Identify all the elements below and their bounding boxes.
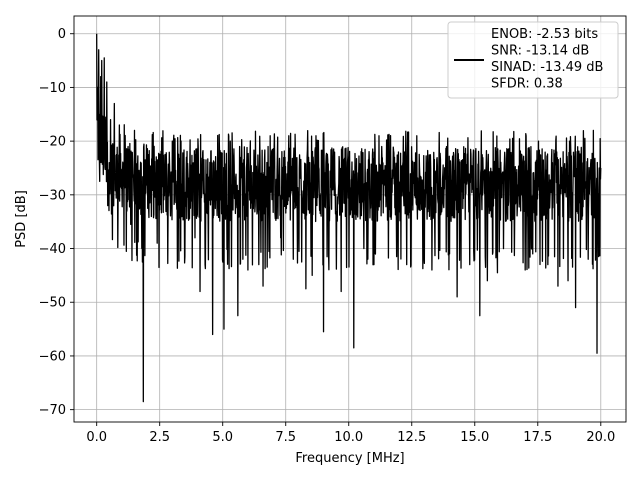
legend-box bbox=[447, 21, 619, 99]
legend-label-line: ENOB: -2.53 bits bbox=[491, 27, 598, 42]
x-tick-label: 2.5 bbox=[149, 430, 170, 445]
x-axis-label: Frequency [MHz] bbox=[295, 451, 404, 466]
y-tick-label: 0 bbox=[58, 27, 66, 42]
x-tick-label: 7.5 bbox=[275, 430, 296, 445]
y-tick-label: −10 bbox=[39, 81, 66, 96]
y-tick-label: −60 bbox=[39, 349, 66, 364]
legend-label-line: SINAD: -13.49 dB bbox=[491, 60, 603, 75]
y-tick-label: −40 bbox=[39, 242, 66, 257]
x-tick-label: 0.0 bbox=[86, 430, 107, 445]
y-axis: 0 −10 −20 −30 −40 −50 −60 −70 bbox=[39, 27, 74, 418]
plot-frame bbox=[73, 15, 627, 423]
x-axis: 0.0 2.5 5.0 7.5 10.0 12.5 15.0 17.5 20.0 bbox=[86, 422, 615, 445]
y-tick-label: −30 bbox=[39, 188, 66, 203]
y-tick-label: −50 bbox=[39, 296, 66, 311]
y-tick-label: −70 bbox=[39, 403, 66, 418]
y-axis-label: PSD [dB] bbox=[14, 190, 29, 248]
x-tick-label: 15.0 bbox=[460, 430, 489, 445]
y-tick-label: −20 bbox=[39, 135, 66, 150]
x-tick-label: 10.0 bbox=[334, 430, 363, 445]
psd-series-line bbox=[96, 33, 602, 403]
x-tick-label: 5.0 bbox=[212, 430, 233, 445]
x-tick-label: 12.5 bbox=[397, 430, 426, 445]
x-tick-label: 20.0 bbox=[586, 430, 615, 445]
legend-label-line: SFDR: 0.38 bbox=[491, 77, 563, 92]
series-layer bbox=[96, 33, 602, 403]
legend-label-line: SNR: -13.14 dB bbox=[491, 44, 589, 59]
x-tick-label: 17.5 bbox=[523, 430, 552, 445]
